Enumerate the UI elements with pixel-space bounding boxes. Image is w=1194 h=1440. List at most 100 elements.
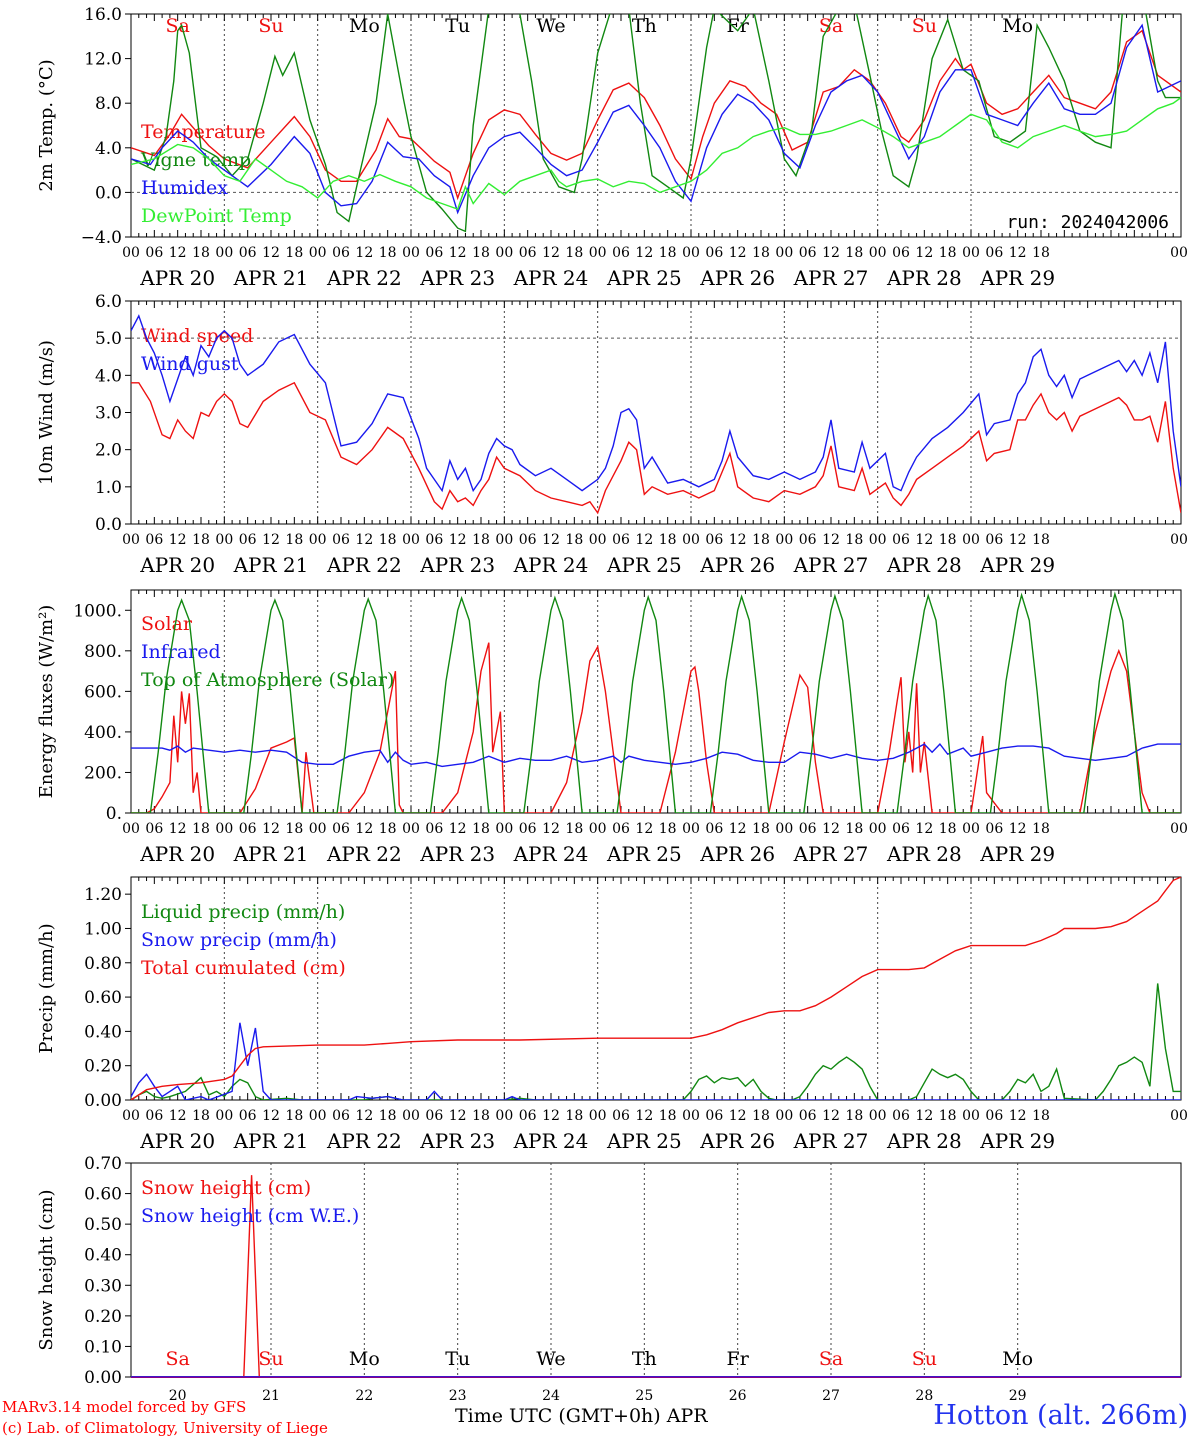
- hour-label: 12: [915, 1108, 933, 1124]
- hour-label: 12: [1009, 532, 1027, 548]
- date-label: APR 26: [699, 1129, 775, 1153]
- meteogram: −4.0 0.0 4.0 8.0 12.0 16.0 2m Temp. (°C) 00 06 12…: [36, 5, 1188, 1400]
- hour-label: 12: [822, 245, 840, 261]
- hour-label: 12: [449, 821, 467, 837]
- date-label: APR 20: [139, 266, 215, 290]
- y-tick-label: 0.10: [84, 1337, 122, 1357]
- legend-entry: Liquid precip (mm/h): [141, 901, 345, 923]
- hour-label: 18: [845, 821, 863, 837]
- series-line: [131, 1022, 1181, 1100]
- hour-label: 18: [845, 1108, 863, 1124]
- y-tick-label: 0.40: [84, 1246, 122, 1266]
- hour-label: 06: [612, 821, 630, 837]
- hour-label: 00: [309, 1108, 327, 1124]
- y-tick-label: 1.00: [84, 919, 122, 939]
- hour-label: 12: [915, 821, 933, 837]
- hour-label: 06: [892, 245, 910, 261]
- hour-label: 18: [939, 1108, 957, 1124]
- y-tick-label: 0.60: [84, 1185, 122, 1205]
- hour-label: 18: [285, 821, 303, 837]
- hour-label: 18: [1032, 245, 1050, 261]
- series-line: [131, 14, 1181, 233]
- legend-entry: Wind gust: [141, 353, 239, 375]
- hour-label: 18: [1032, 821, 1050, 837]
- hour-label: 06: [985, 245, 1003, 261]
- day-number-label: 23: [449, 1388, 467, 1400]
- weekday-label: Mo: [349, 15, 380, 37]
- hour-label: 18: [939, 821, 957, 837]
- station-label: Hotton (alt. 266m): [933, 1400, 1188, 1431]
- hour-label: 12: [449, 245, 467, 261]
- hour-label: 06: [985, 532, 1003, 548]
- hour-label: 06: [425, 245, 443, 261]
- legend-entry: Humidex: [141, 177, 228, 199]
- hour-label: 12: [729, 1108, 747, 1124]
- hour-label: 00: [962, 821, 980, 837]
- hour-label: 12: [822, 1108, 840, 1124]
- hour-label: 18: [659, 1108, 677, 1124]
- y-tick-label: 0.70: [84, 1154, 122, 1174]
- hour-label: 18: [472, 532, 490, 548]
- weekday-label: Sa: [819, 1348, 843, 1370]
- hour-label: 18: [379, 532, 397, 548]
- hour-label: 12: [169, 245, 187, 261]
- hour-label: 06: [612, 532, 630, 548]
- hour-label: 00: [402, 532, 420, 548]
- hour-label: 06: [145, 532, 163, 548]
- hour-label: 00: [869, 821, 887, 837]
- y-tick-label: 0.00: [84, 1368, 122, 1388]
- hour-label: 18: [1032, 1108, 1050, 1124]
- hour-label: 00: [215, 1108, 233, 1124]
- y-axis-label: Precip (mm/h): [36, 923, 57, 1053]
- y-tick-label: 16.0: [84, 5, 122, 25]
- weekday-label: Fr: [727, 15, 750, 37]
- series-line: [131, 23, 1181, 215]
- date-label: APR 21: [233, 1129, 309, 1153]
- hour-label: 18: [285, 245, 303, 261]
- hour-label: 00: [589, 1108, 607, 1124]
- weekday-label: Su: [258, 15, 283, 37]
- hour-label: 00: [402, 1108, 420, 1124]
- date-label: APR 27: [793, 842, 869, 866]
- hour-label: 06: [239, 821, 257, 837]
- hour-label: 12: [915, 532, 933, 548]
- hour-label: 06: [892, 532, 910, 548]
- series-line: [131, 29, 1181, 201]
- hour-label: 18: [379, 245, 397, 261]
- hour-label: 12: [262, 821, 280, 837]
- hour-label: 00: [682, 821, 700, 837]
- hour-label: 18: [565, 1108, 583, 1124]
- weekday-label: Th: [632, 1348, 657, 1370]
- date-label: APR 23: [419, 1129, 495, 1153]
- y-axis-label: 10m Wind (m/s): [36, 340, 57, 485]
- hour-label: 00: [402, 821, 420, 837]
- date-label: APR 21: [233, 842, 309, 866]
- hour-label: 06: [332, 245, 350, 261]
- hour-label: 18: [472, 1108, 490, 1124]
- series-line: [131, 97, 1181, 210]
- date-label: APR 23: [419, 842, 495, 866]
- hour-label: 12: [542, 821, 560, 837]
- day-number-label: 25: [635, 1388, 653, 1400]
- hour-label: 00: [775, 245, 793, 261]
- weekday-label: Fr: [727, 1348, 750, 1370]
- hour-label: 06: [425, 821, 443, 837]
- y-axis-label: Energy fluxes (W/m²): [36, 605, 57, 799]
- run-label: run: 2024042006: [1006, 212, 1169, 233]
- weekday-label: We: [536, 15, 565, 37]
- legend-entry: Snow precip (mm/h): [141, 929, 337, 951]
- date-label: APR 22: [326, 1129, 402, 1153]
- hour-label: 12: [1009, 1108, 1027, 1124]
- series-line: [131, 743, 1181, 768]
- hour-label: 00: [309, 821, 327, 837]
- hour-label: 00: [122, 245, 140, 261]
- day-number-label: 20: [169, 1388, 187, 1400]
- date-label: APR 22: [326, 266, 402, 290]
- hour-label: 06: [799, 1108, 817, 1124]
- lab-credit: (c) Lab. of Climatology, University of L…: [2, 1419, 328, 1437]
- hour-label: 00: [775, 821, 793, 837]
- panel-frame: [130, 300, 1182, 525]
- hour-label: 06: [612, 1108, 630, 1124]
- series-line: [131, 591, 1181, 813]
- y-tick-label: 800.: [84, 642, 122, 662]
